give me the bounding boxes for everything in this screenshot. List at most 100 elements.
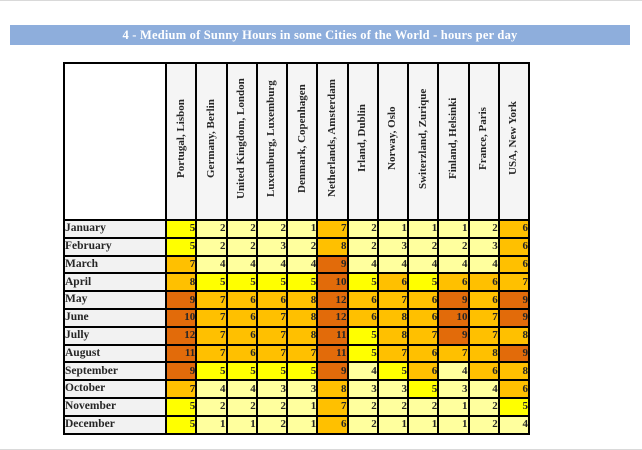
value-cell: 3 [467,236,500,257]
value-cell: 7 [195,343,228,364]
row-header-month: August [63,343,167,364]
column-header-label: Norway, Oslo [386,106,399,171]
table-body: January 5 2 2 2 1 7 2 1 1 1 2 6 February 5 2 2 3 2 8 2 3 2 2 3 6 M… [63,219,531,435]
value-cell: 2 [195,219,228,239]
table-row: Jully 12 7 6 7 8 11 5 8 7 9 7 8 [63,325,531,346]
column-header-label: USA, New York [507,101,520,176]
table-title-banner: 4 - Medium of Sunny Hours in some Cities… [10,25,630,45]
value-cell: 8 [316,379,349,399]
value-cell: 6 [406,343,440,364]
value-cell: 9 [316,361,349,382]
value-cell: 8 [376,325,410,346]
value-cell: 3 [437,379,470,399]
value-cell: 1 [406,414,440,435]
value-cell: 7 [255,325,289,346]
value-cell: 4 [225,379,258,399]
value-cell: 8 [164,272,198,293]
value-cell: 2 [376,396,410,417]
value-cell: 10 [164,307,198,328]
column-header-label: Switerzland, Zurique [416,88,429,189]
value-cell: 5 [164,396,198,417]
value-cell: 2 [467,396,500,417]
value-cell: 1 [285,414,319,435]
row-header-month: October [63,379,167,399]
value-cell: 1 [376,414,410,435]
value-cell: 5 [285,272,319,293]
value-cell: 5 [225,361,258,382]
value-cell: 9 [497,290,531,310]
column-header: Germany, Berlin [195,62,228,221]
value-cell: 6 [406,361,440,382]
value-cell: 6 [406,290,440,310]
value-cell: 6 [255,290,289,310]
column-header: Irland, Dublin [346,62,379,221]
value-cell: 4 [376,254,410,275]
row-header-month: November [63,396,167,417]
value-cell: 9 [437,325,470,346]
value-cell: 4 [497,414,531,435]
value-cell: 5 [195,361,228,382]
column-header-label: Finland, Helsinki [446,97,459,180]
column-header: Portugal, Lisbon [164,62,198,221]
value-cell: 7 [376,290,410,310]
value-cell: 4 [285,254,319,275]
column-header-label: Denmark, Copenhagen [295,84,308,193]
value-cell: 3 [376,379,410,399]
sunny-hours-table: Portugal, Lisbon Germany, Berlin United Ki… [63,62,531,435]
value-cell: 4 [346,361,379,382]
value-cell: 7 [467,307,500,328]
value-cell: 5 [406,379,440,399]
value-cell: 8 [285,325,319,346]
row-header-month: June [63,307,167,328]
column-header-label: Irland, Dublin [356,104,369,173]
value-cell: 4 [346,254,379,275]
value-cell: 4 [467,254,500,275]
table-row: April 8 5 5 5 5 10 5 6 5 6 6 7 [63,272,531,293]
row-header-month: September [63,361,167,382]
table-row: August 11 7 6 7 7 11 5 7 6 7 8 9 [63,343,531,364]
value-cell: 8 [285,307,319,328]
value-cell: 7 [164,379,198,399]
value-cell: 6 [346,307,379,328]
column-header-label: Portugal, Lisbon [174,99,187,178]
value-cell: 1 [437,396,470,417]
column-header-label: Luxemburg, Luxemburg [265,80,278,197]
value-cell: 11 [316,343,349,364]
value-cell: 2 [195,396,228,417]
value-cell: 9 [316,254,349,275]
value-cell: 9 [437,290,470,310]
value-cell: 9 [164,290,198,310]
value-cell: 6 [497,219,531,239]
value-cell: 4 [225,254,258,275]
table-row: June 10 7 6 7 8 12 6 8 6 10 7 9 [63,307,531,328]
value-cell: 11 [316,325,349,346]
value-cell: 5 [225,272,258,293]
value-cell: 3 [346,379,379,399]
value-cell: 9 [164,361,198,382]
value-cell: 2 [346,396,379,417]
value-cell: 4 [437,254,470,275]
value-cell: 9 [497,307,531,328]
value-cell: 2 [467,414,500,435]
value-cell: 7 [195,325,228,346]
value-cell: 7 [195,290,228,310]
value-cell: 6 [225,343,258,364]
value-cell: 6 [497,254,531,275]
column-header-label: Germany, Berlin [204,99,217,178]
value-cell: 7 [437,343,470,364]
value-cell: 12 [316,290,349,310]
value-cell: 4 [195,379,228,399]
value-cell: 1 [376,219,410,239]
column-header-label: Netherlands, Amsterdam [325,79,338,198]
value-cell: 7 [255,343,289,364]
value-cell: 1 [195,414,228,435]
value-cell: 6 [376,272,410,293]
column-header: United Kingdom, London [225,62,258,221]
value-cell: 5 [285,361,319,382]
value-cell: 5 [255,272,289,293]
value-cell: 1 [285,219,319,239]
column-header: France, Paris [467,62,500,221]
value-cell: 7 [497,272,531,293]
value-cell: 6 [497,379,531,399]
value-cell: 9 [497,343,531,364]
